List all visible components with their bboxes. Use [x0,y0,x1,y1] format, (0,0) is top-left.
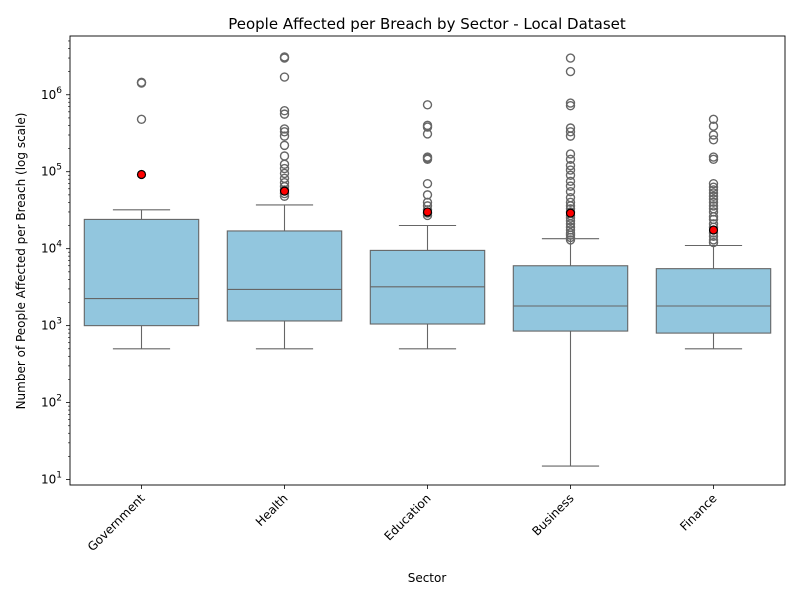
outlier-point-business [565,235,576,245]
outlier-point-business [565,187,576,197]
outlier-point-business [565,53,576,63]
outlier-point-business [565,149,576,159]
y-tick-label-base: 10 [41,242,56,256]
mean-point-business [565,208,576,218]
outlier-point-business [565,222,576,232]
outlier-point-business [565,170,576,180]
x-tick-label-government: Government [85,491,148,554]
x-axis-label: Sector [408,571,447,585]
mean-point-government [136,169,147,180]
box-health [226,230,343,322]
y-tick-label: 102 [41,394,62,410]
y-tick-label-base: 10 [41,319,56,333]
outlier-point-health [279,106,290,116]
outlier-point-finance [708,194,719,204]
outlier-point-finance [708,178,719,189]
y-tick-label-base: 10 [41,165,56,179]
mean-point-education [422,207,433,217]
y-axis-label: Number of People Affected per Breach (lo… [14,113,28,410]
outlier-point-finance [708,114,719,124]
outlier-point-business [565,66,576,77]
outlier-point-business [565,123,576,133]
outlier-point-finance [708,197,719,208]
outlier-point-business [565,197,576,208]
outlier-point-finance [708,185,719,195]
outlier-point-business [565,176,576,187]
y-tick-label: 103 [41,317,62,333]
outlier-point-business [565,127,576,137]
outlier-point-health [279,109,290,119]
y-tick-label-exponent: 6 [56,86,62,96]
y-tick-label: 104 [41,240,62,256]
outlier-point-health [279,163,290,174]
outlier-point-finance [708,235,719,245]
outlier-point-education [422,120,433,131]
outlier-point-finance [708,121,719,131]
y-tick-label-exponent: 3 [56,317,62,327]
outlier-point-finance [708,130,719,140]
outlier-point-health [279,52,290,62]
outlier-point-health [279,127,290,137]
chart-marks [83,52,772,467]
outlier-point-health [279,151,290,161]
outlier-point-business [565,181,576,191]
outlier-point-health [279,124,290,134]
outlier-point-business [565,228,576,238]
box-government [83,218,200,327]
outlier-point-finance [708,237,719,248]
outlier-point-health [279,72,290,82]
chart-title: People Affected per Breach by Sector - L… [228,15,626,33]
y-tick-label: 101 [41,471,62,487]
outlier-point-finance [708,188,719,198]
outlier-point-business [565,154,576,164]
outlier-point-business [565,225,576,235]
outlier-point-business [565,160,576,171]
outlier-point-finance [708,191,719,201]
outlier-point-health [279,168,290,179]
outlier-point-finance [708,182,719,192]
outlier-point-business [565,98,576,108]
y-tick-label-exponent: 1 [56,471,62,481]
y-tick-label-exponent: 2 [56,394,62,404]
outlier-point-education [422,152,433,162]
x-tick-label-health: Health [253,491,291,529]
mean-point-health [279,186,290,196]
outlier-point-education [422,100,433,110]
outlier-point-health [279,173,290,184]
y-tick-label-base: 10 [41,396,56,410]
box-finance [655,268,772,334]
outlier-point-finance [708,135,719,145]
outlier-point-government [136,77,147,88]
y-tick-label: 105 [41,163,62,179]
x-tick-label-finance: Finance [677,491,719,533]
y-tick-label-exponent: 5 [56,163,62,173]
outlier-point-business [565,101,576,111]
y-tick-label-base: 10 [41,88,56,102]
outlier-point-health [279,131,290,141]
outlier-point-education [422,190,433,200]
mean-point-finance [708,225,719,235]
y-tick-label-base: 10 [41,473,56,487]
outlier-point-finance [708,207,719,217]
outlier-point-finance [708,204,719,214]
x-tick-label-business: Business [529,491,576,538]
x-tick-label-education: Education [381,491,433,543]
y-tick-label: 106 [41,86,62,102]
outlier-point-government [136,114,147,124]
outlier-point-business [565,165,576,175]
outlier-point-finance [708,201,719,211]
box-business [512,265,629,332]
outlier-point-finance [708,152,719,162]
outlier-point-business [565,192,576,203]
outlier-point-education [422,178,433,189]
outlier-point-health [279,140,290,151]
y-tick-label-exponent: 4 [56,240,62,250]
